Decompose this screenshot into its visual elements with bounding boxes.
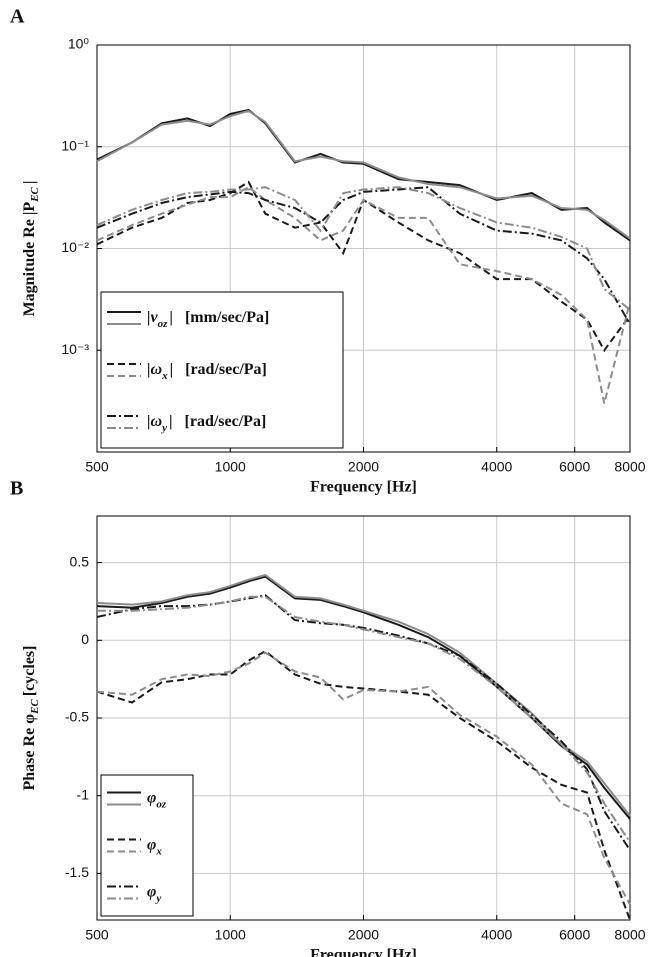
panel-letter: B xyxy=(10,478,23,500)
legend-subscript: x xyxy=(161,370,168,382)
data-line xyxy=(96,186,631,311)
x-tick-label: 8000 xyxy=(614,459,645,475)
legend-unit: [mm/sec/Pa] xyxy=(185,309,269,326)
x-tick-label: 2000 xyxy=(348,927,379,943)
y-label-end: [cycles] xyxy=(21,646,38,697)
x-tick-label: 4000 xyxy=(481,927,512,943)
y-tick-label: 0 xyxy=(81,631,89,647)
legend-symbol: φ xyxy=(147,836,156,853)
y-tick-label: 10⁻¹ xyxy=(61,137,89,153)
legend-subscript: y xyxy=(160,422,167,434)
legend-symbol: φ xyxy=(147,789,156,806)
legend-label: |ωx | [rad/sec/Pa] xyxy=(147,361,267,382)
x-axis-label: Frequency [Hz] xyxy=(310,479,417,496)
y-label-text: Phase Re φ xyxy=(21,714,38,791)
legend-symbol: |v xyxy=(147,309,159,326)
x-tick-label: 500 xyxy=(85,459,109,475)
legend-suffix: | xyxy=(169,309,173,326)
x-axis-label: Frequency [Hz] xyxy=(310,947,417,957)
x-tick-label: 6000 xyxy=(559,927,590,943)
data-line xyxy=(96,650,631,921)
legend-subscript: x xyxy=(155,845,162,857)
x-tick-label: 500 xyxy=(85,927,109,943)
legend-unit: [rad/sec/Pa] xyxy=(185,361,267,378)
data-line xyxy=(96,186,631,404)
data-line xyxy=(96,573,631,817)
data-line xyxy=(97,595,631,843)
y-label-text: Magnitude Re |P xyxy=(21,202,38,317)
y-tick-label: 10⁻² xyxy=(61,239,89,255)
y-axis-label: Phase Re φEC [cycles] xyxy=(21,646,41,791)
data-line xyxy=(96,186,631,325)
legend-suffix: | xyxy=(169,413,173,430)
data-line xyxy=(96,180,631,353)
x-tick-label: 2000 xyxy=(348,459,379,475)
legend-subscript: oz xyxy=(158,318,169,330)
legend-box xyxy=(100,291,344,449)
legend-unit: [rad/sec/Pa] xyxy=(185,413,267,430)
x-tick-label: 4000 xyxy=(481,459,512,475)
plot-frame xyxy=(96,44,631,453)
legend-symbol: |ω xyxy=(147,361,162,378)
panel-letter: A xyxy=(10,6,25,28)
legend-subscript: y xyxy=(154,892,161,904)
y-label-end: | xyxy=(21,181,38,185)
x-tick-label: 1000 xyxy=(215,459,246,475)
legend-subscript: oz xyxy=(156,798,167,810)
data-line xyxy=(96,109,631,240)
legend-box xyxy=(100,774,194,917)
x-tick-label: 8000 xyxy=(614,927,645,943)
y-tick-label: -0.5 xyxy=(65,709,89,725)
legend-label: φy xyxy=(147,883,161,904)
plot-frame xyxy=(96,515,631,921)
y-tick-label: 10⁻³ xyxy=(61,341,89,357)
x-tick-label: 6000 xyxy=(559,459,590,475)
legend-label: φoz xyxy=(147,789,167,810)
legend-label: |ωy | [rad/sec/Pa] xyxy=(147,413,266,434)
legend-suffix: | xyxy=(170,361,174,378)
y-axis-label: Magnitude Re |PEC| xyxy=(21,181,41,317)
legend-label: φx xyxy=(147,836,162,857)
legend-symbol: |ω xyxy=(147,413,162,430)
data-line xyxy=(96,594,631,851)
data-line xyxy=(96,651,631,905)
y-tick-label: 0.5 xyxy=(70,553,90,569)
y-label-sub: EC xyxy=(29,186,41,202)
legend-label: |voz | [mm/sec/Pa] xyxy=(147,309,269,330)
y-label-sub: EC xyxy=(29,699,41,715)
legend-symbol: φ xyxy=(147,883,156,900)
y-tick-label: 10⁰ xyxy=(68,36,90,52)
x-tick-label: 1000 xyxy=(215,927,246,943)
y-tick-label: -1 xyxy=(77,786,90,802)
y-tick-label: -1.5 xyxy=(65,864,89,880)
